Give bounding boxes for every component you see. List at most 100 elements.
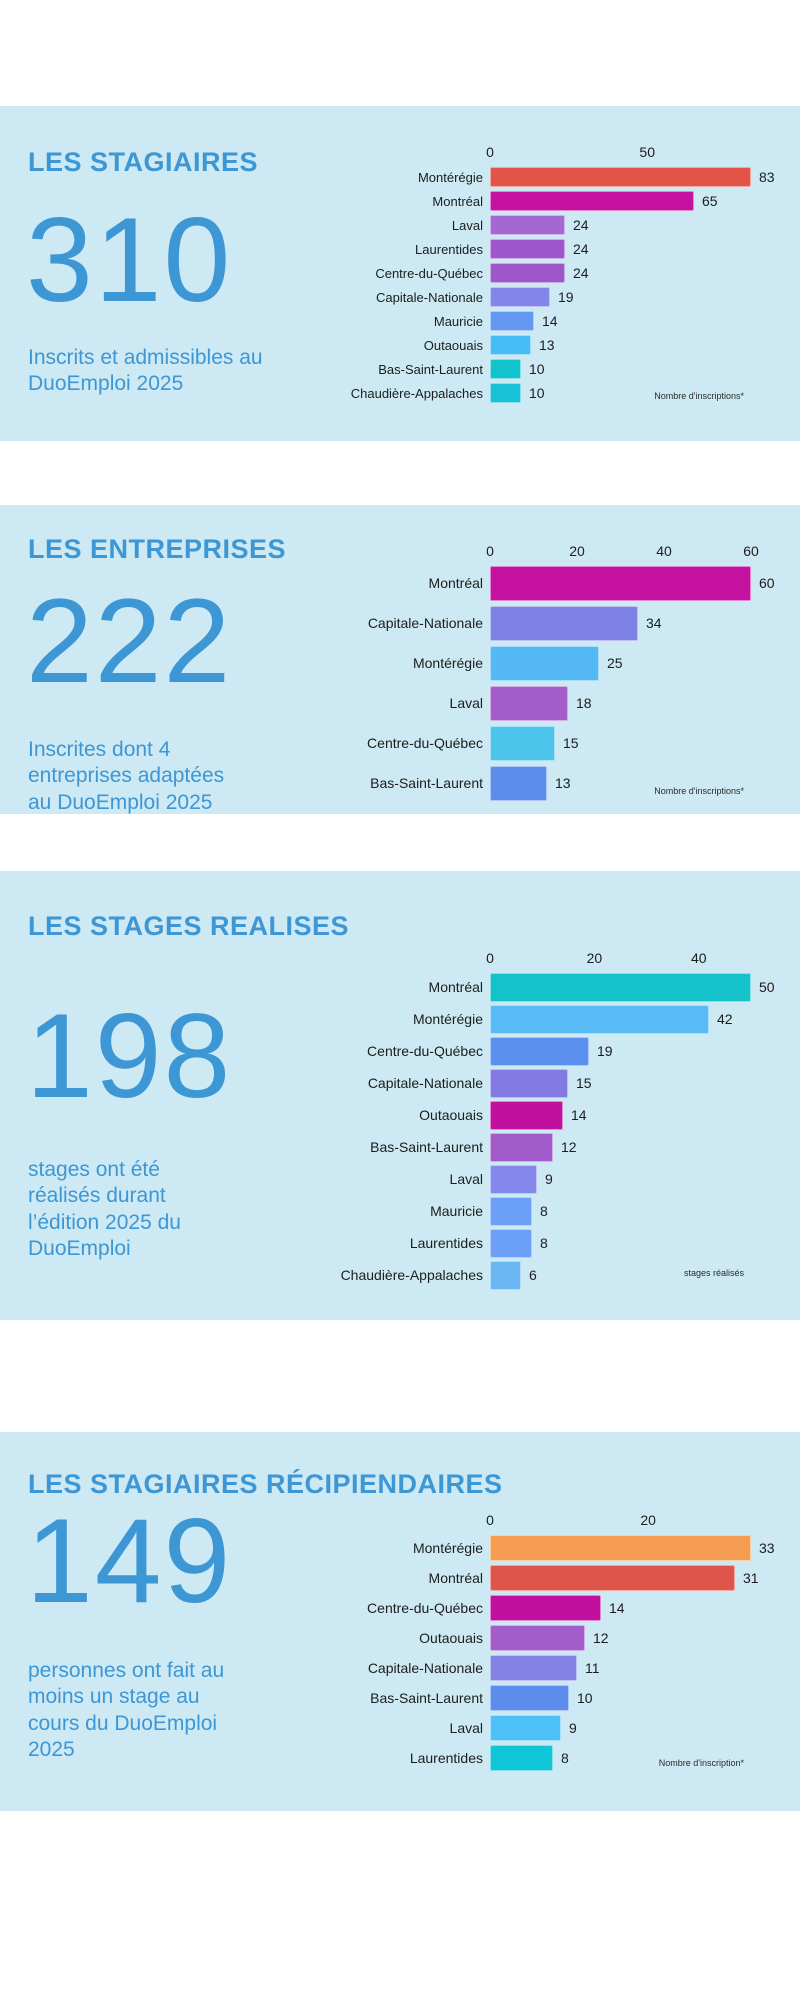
value-label: 8 [540,1235,548,1251]
axis-tick-label: 60 [743,543,759,559]
chart-row: Bas-Saint-Laurent 13 [238,763,798,803]
category-label: Montréal [432,193,483,209]
category-label: Laval [449,1720,483,1736]
value-label: 10 [577,1690,593,1706]
value-label: 14 [609,1600,625,1616]
axis-tick-label: 20 [569,543,585,559]
chart-row: Laval 18 [238,683,798,723]
chart-rows: Montréal 50 Montérégie 42 Centre-du-Québec 19… [238,971,798,1291]
value-label: 24 [573,241,589,257]
chart-row: Capitale-Nationale 11 [238,1653,798,1683]
category-label: Chaudière-Appalaches [350,385,483,401]
category-label: Centre-du-Québec [367,735,483,751]
stat-description: personnes ont fait au moins un stage au … [28,1659,225,1761]
value-label: 9 [545,1171,553,1187]
chart-row: Capitale-Nationale 34 [238,603,798,643]
bar [490,263,565,283]
chart-rows: Montréal 60 Capitale-Nationale 34 Montérégie… [238,563,798,803]
bar [490,765,547,801]
section-title: LES STAGES REALISES [28,911,350,942]
category-label: Laurentides [409,1750,483,1766]
section-stages-realises: LES STAGES REALISES 198 stages ont été r… [0,871,800,1320]
category-label: Chaudière-Appalaches [340,1267,483,1283]
value-label: 15 [576,1075,592,1091]
category-label: Bas-Saint-Laurent [378,361,483,377]
category-label: Montérégie [412,1540,483,1556]
category-label: Laurentides [415,241,483,257]
chart-row: Mauricie 8 [238,1195,798,1227]
chart-row: Laval 9 [238,1713,798,1743]
category-label: Bas-Saint-Laurent [370,1690,483,1706]
bar [490,1164,537,1194]
category-label: Bas-Saint-Laurent [370,1139,483,1155]
category-label: Mauricie [430,1203,483,1219]
bar [490,1100,563,1130]
value-label: 19 [558,289,574,305]
bar [490,287,550,307]
category-label: Montréal [428,979,483,995]
value-label: 31 [743,1570,759,1586]
section-title: LES ENTREPRISES [28,534,287,565]
chart-row: Laurentides 8 [238,1227,798,1259]
stat-description: Inscrits et admissibles au DuoEmploi 202… [28,346,263,396]
section-title: LES STAGIAIRES RÉCIPIENDAIRES [28,1469,503,1500]
axis-tick-label: 0 [486,950,494,966]
bar [490,725,555,761]
stat-number: 149 [26,1494,233,1628]
bar [490,1260,521,1290]
bar [490,972,751,1002]
bar-chart-stagiaires: 0 50 Montérégie 83 Montréal 65 Laval 24 Laurenti… [238,106,798,441]
value-label: 42 [717,1011,733,1027]
axis-tick-label: 0 [486,144,494,160]
value-label: 19 [597,1043,613,1059]
category-label: Montérégie [412,1011,483,1027]
chart-row: Outaouais 14 [238,1099,798,1131]
category-label: Laval [449,695,483,711]
value-label: 18 [576,695,592,711]
bar [490,1685,569,1711]
axis-tick-label: 0 [486,543,494,559]
chart-row: Bas-Saint-Laurent 10 [238,1683,798,1713]
chart-row: Montérégie 33 [238,1533,798,1563]
value-label: 25 [607,655,623,671]
value-label: 60 [759,575,775,591]
category-label: Montérégie [412,655,483,671]
value-label: 24 [573,265,589,281]
bar [490,167,751,187]
value-label: 10 [529,361,545,377]
bar [490,1655,577,1681]
bar [490,359,521,379]
bar [490,1132,553,1162]
value-label: 6 [529,1267,537,1283]
bar [490,215,565,235]
value-label: 14 [571,1107,587,1123]
value-label: 24 [573,217,589,233]
value-label: 8 [561,1750,569,1766]
stat-number: 310 [26,193,233,327]
chart-row: Bas-Saint-Laurent 10 [238,357,798,381]
bar [490,565,751,601]
section-title: LES STAGIAIRES [28,147,259,178]
chart-row: Centre-du-Québec 14 [238,1593,798,1623]
value-label: 13 [539,337,555,353]
value-label: 11 [585,1660,600,1676]
bar [490,1196,532,1226]
chart-row: Centre-du-Québec 15 [238,723,798,763]
chart-row: Montréal 60 [238,563,798,603]
category-label: Laval [449,1171,483,1187]
bar-chart-entreprises: 0 20 40 60 Montréal 60 Capitale-Nationale 34 Mon… [238,505,798,814]
bar [490,1068,568,1098]
chart-row: Mauricie 14 [238,309,798,333]
chart-rows: Montérégie 33 Montréal 31 Centre-du-Québec 14… [238,1533,798,1773]
category-label: Capitale-Nationale [367,1660,483,1676]
bar [490,1036,589,1066]
chart-row: Montréal 50 [238,971,798,1003]
section-stagiaires: LES STAGIAIRES 310 Inscrits et admissibl… [0,106,800,441]
value-label: 83 [759,169,775,185]
bar [490,1004,709,1034]
section-recipiendaires: LES STAGIAIRES RÉCIPIENDAIRES 149 person… [0,1432,800,1811]
value-label: 12 [561,1139,577,1155]
chart-footnote: Nombre d'inscriptions* [654,786,744,796]
value-label: 9 [569,1720,577,1736]
category-label: Centre-du-Québec [367,1600,483,1616]
